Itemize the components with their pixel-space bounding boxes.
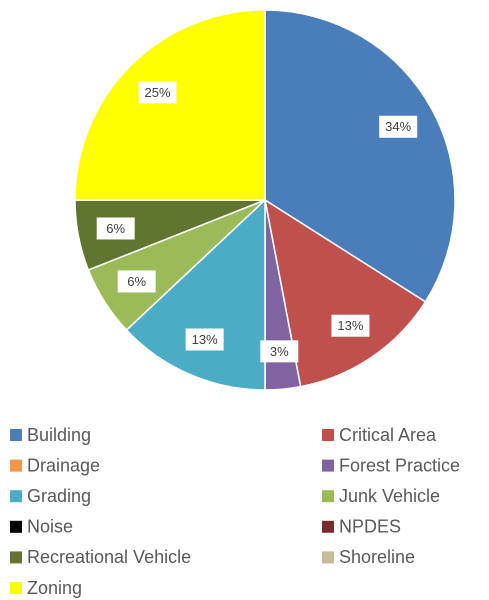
pie-slice [125, 198, 266, 391]
legend-swatch [322, 429, 334, 441]
data-label: 13% [192, 332, 218, 347]
legend-swatch [322, 490, 334, 503]
data-label: 6% [127, 274, 146, 289]
legend-swatch [10, 429, 22, 441]
legend-label: Zoning [27, 578, 82, 598]
legend-label: Shoreline [339, 547, 415, 567]
pie-slice [263, 198, 427, 388]
legend-swatch [322, 459, 334, 472]
label-box [117, 270, 156, 293]
legend-swatch [322, 520, 334, 533]
legend-label: Building [27, 425, 91, 445]
label-box [260, 340, 299, 363]
data-label: 6% [106, 221, 125, 236]
legend-label: Grading [27, 486, 91, 506]
legend-label: Drainage [27, 455, 100, 475]
legend-label: Junk Vehicle [339, 486, 440, 506]
label-box [185, 328, 224, 351]
legend-label: Recreational Vehicle [27, 547, 191, 567]
data-label: 34% [385, 119, 411, 134]
legend-label: Forest Practice [339, 455, 460, 475]
legend-swatch [10, 551, 22, 564]
legend-swatch [322, 551, 334, 564]
legend-label: Noise [27, 517, 73, 537]
pie-slice [264, 9, 456, 303]
label-box [379, 115, 418, 138]
label-box [96, 217, 135, 240]
label-box [331, 314, 370, 337]
pie-slice [74, 9, 266, 201]
legend-swatch [10, 520, 22, 533]
label-box [138, 81, 177, 104]
data-label: 13% [337, 318, 363, 333]
legend-label: NPDES [339, 517, 401, 537]
legend-label: Critical Area [339, 425, 437, 445]
legend-swatch [10, 459, 22, 472]
data-label: 3% [270, 344, 289, 359]
legend-swatch [10, 582, 22, 594]
legend-swatch [10, 490, 22, 503]
data-label: 25% [145, 85, 171, 100]
